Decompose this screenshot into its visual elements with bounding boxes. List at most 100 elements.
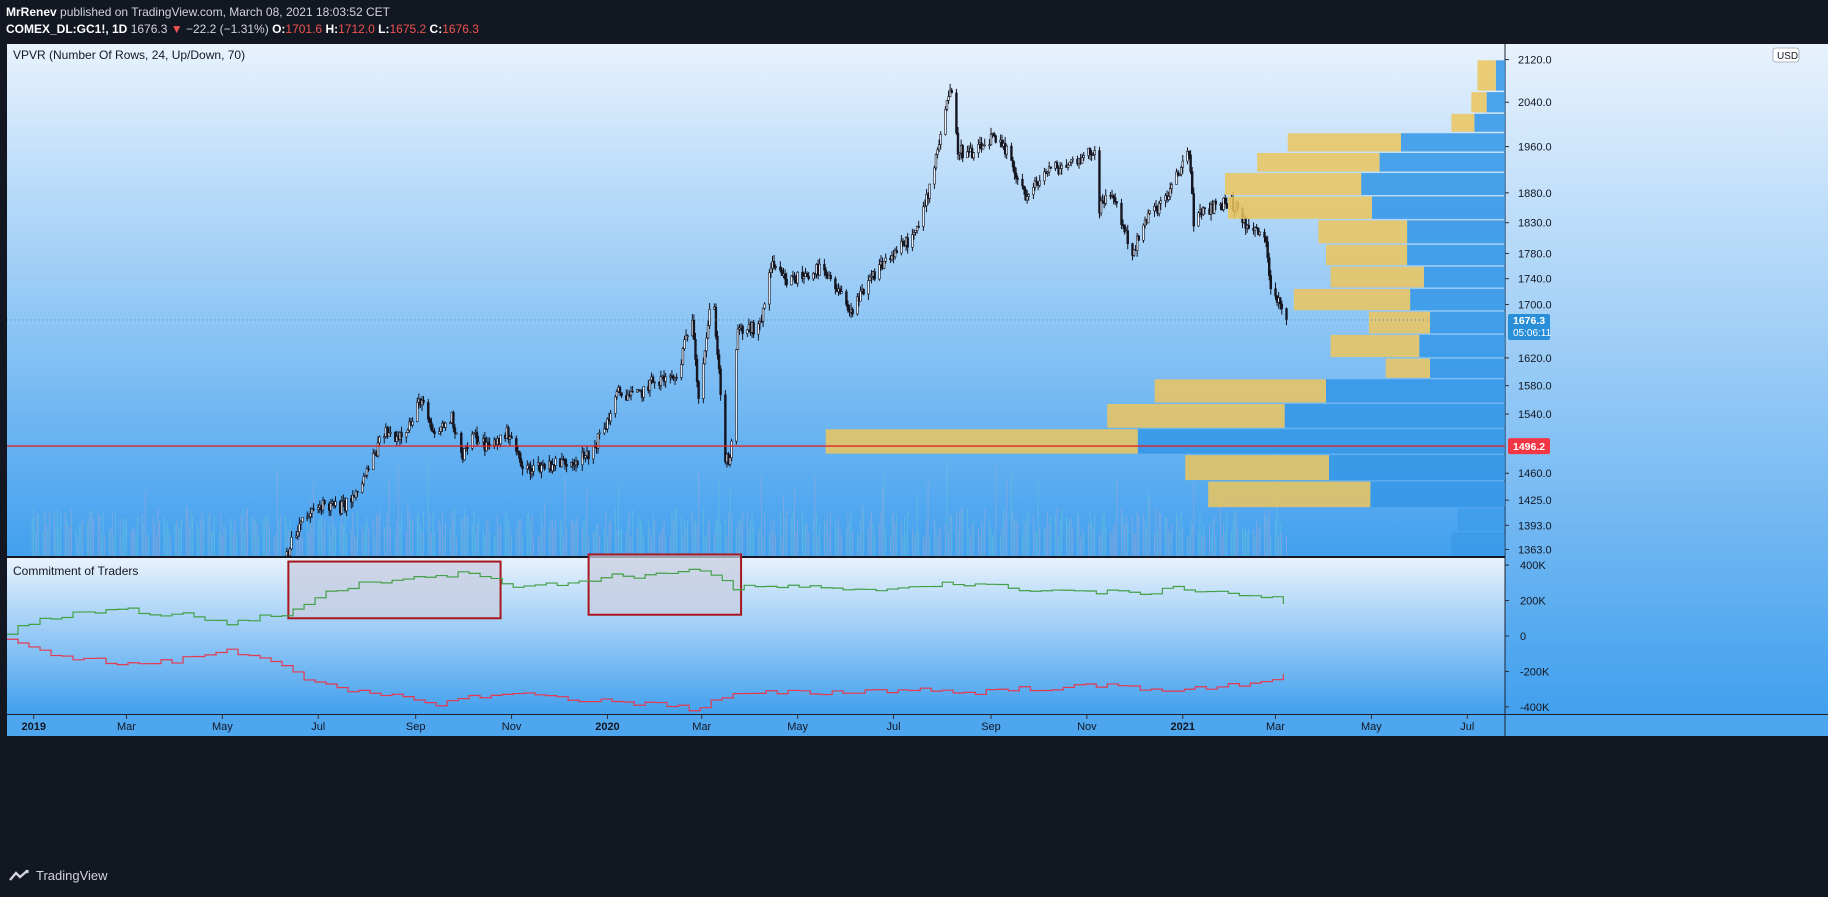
candle-body	[906, 237, 909, 248]
open-value: 1701.6	[285, 22, 323, 36]
candle-body	[1093, 150, 1096, 156]
candle-body	[560, 459, 564, 468]
candle-body	[966, 151, 969, 159]
candle-body	[526, 465, 529, 470]
candle-body	[367, 468, 370, 471]
candle-body	[917, 226, 920, 228]
cot-tick-label: -400K	[1520, 702, 1550, 714]
tradingview-brand[interactable]: TradingView	[8, 868, 108, 883]
candle-body	[1060, 164, 1063, 169]
price-tick-label: 1460.0	[1518, 468, 1552, 480]
candle-body	[933, 167, 936, 185]
volume-profile-up-bar	[1284, 404, 1505, 428]
candle-body	[958, 152, 961, 155]
candle-body	[1038, 180, 1041, 186]
volume-profile-up-bar	[1474, 113, 1505, 132]
candle-body	[433, 431, 436, 435]
candle-body	[317, 507, 320, 510]
candle-body	[351, 494, 355, 503]
candle-body	[1069, 159, 1073, 163]
candle-body	[763, 303, 766, 309]
candle-body	[551, 464, 554, 472]
candle-body	[1203, 207, 1206, 210]
candle-body	[571, 462, 575, 466]
highlight-box	[287, 560, 502, 620]
volume-profile-up-bar	[1419, 334, 1505, 358]
volume-profile-up-bar	[1457, 508, 1505, 531]
candle-body	[422, 399, 425, 403]
candle-body	[378, 436, 381, 444]
price-tick-label: 1780.0	[1518, 248, 1552, 260]
time-tick-label: 2019	[21, 721, 45, 733]
symbol-name[interactable]: COMEX_DL:GC1!, 1D	[6, 22, 128, 36]
volume-profile-up-bar	[1400, 133, 1505, 152]
cot-tick-label: 200K	[1520, 596, 1546, 608]
volume-profile-down-bar	[1471, 92, 1487, 113]
candle-body	[1192, 193, 1195, 227]
candle-body	[365, 468, 369, 476]
candle-body	[912, 232, 916, 235]
chart-canvas[interactable]: 2120.0 2040.0 1960.0 1880.0 1830.0 1780.0 1740…	[0, 44, 1828, 858]
candle-body	[983, 144, 986, 147]
candle-body	[992, 133, 996, 137]
candle-body	[298, 523, 301, 533]
candle-body	[631, 391, 634, 393]
candle-body	[438, 431, 441, 435]
candle-body	[1047, 166, 1051, 173]
candle-body	[1264, 237, 1268, 243]
candle-body	[427, 402, 430, 420]
vpvr-title: VPVR (Number Of Rows, 24, Up/Down, 70)	[13, 48, 245, 62]
candle-body	[364, 474, 367, 477]
candle-body	[1224, 197, 1227, 204]
candle-body	[1253, 227, 1257, 231]
candle-body	[1201, 207, 1205, 215]
candle-body	[620, 392, 623, 396]
candle-body	[1126, 230, 1129, 245]
countdown-label: 05:06:11	[1513, 328, 1552, 339]
author-name[interactable]: MrRenev	[6, 5, 57, 19]
candle-body	[1080, 157, 1084, 164]
candle-body	[1058, 168, 1062, 175]
price-tick-label: 2040.0	[1518, 97, 1552, 109]
candle-body	[521, 465, 524, 470]
publish-line: MrRenev published on TradingView.com, Ma…	[6, 5, 390, 19]
low-value: 1675.2	[389, 22, 427, 36]
candle-body	[948, 89, 952, 97]
price-tick-label: 1540.0	[1518, 409, 1552, 421]
candle-body	[1113, 197, 1117, 202]
candle-body	[1157, 203, 1161, 214]
candle-body	[911, 234, 914, 248]
last-price: 1676.3	[130, 22, 168, 36]
candle-body	[796, 271, 799, 284]
candle-body	[945, 100, 949, 110]
candle-body	[961, 145, 964, 159]
candle-body	[408, 421, 411, 431]
candle-body	[295, 535, 298, 538]
candle-body	[387, 432, 391, 437]
candle-body	[582, 451, 586, 459]
candle-body	[1120, 202, 1123, 225]
candle-body	[900, 240, 903, 254]
candle-body	[529, 464, 532, 475]
candle-body	[1135, 235, 1139, 251]
candle-body	[1274, 288, 1277, 297]
candle-body	[606, 418, 609, 430]
volume-profile-down-bar	[1368, 311, 1431, 334]
candle-body	[628, 394, 631, 397]
candle-body	[1279, 297, 1282, 305]
candle-body	[1022, 185, 1026, 190]
candle-body	[329, 503, 333, 511]
volume-profile	[825, 60, 1505, 556]
candle-body	[681, 348, 685, 365]
candle-body	[793, 275, 796, 281]
candle-body	[321, 500, 325, 511]
time-tick-label: Mar	[692, 721, 711, 733]
candle-body	[1112, 195, 1115, 198]
volume-profile-up-bar	[1430, 311, 1505, 334]
time-tick-label: Jul	[311, 721, 325, 733]
time-tick-label: Sep	[981, 721, 1001, 733]
candle-body	[453, 427, 457, 434]
candle-body	[834, 278, 837, 290]
candle-body	[746, 329, 749, 334]
volume-profile-down-bar	[1330, 334, 1420, 358]
